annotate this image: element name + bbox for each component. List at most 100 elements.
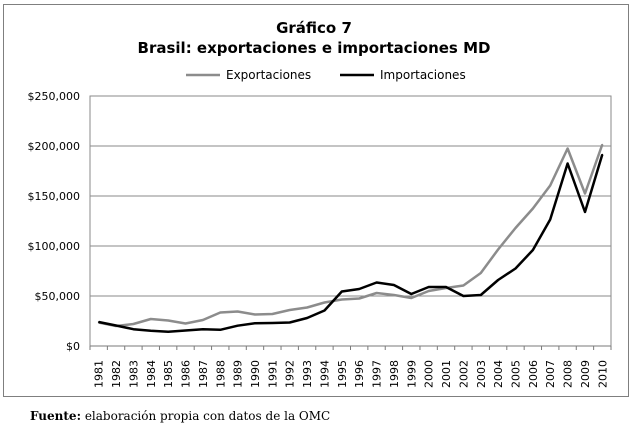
data-point: [97, 321, 100, 323]
chart-svg: Gráfico 7 Brasil: exportaciones e import…: [28, 19, 612, 388]
source-note: Fuente: elaboración propia con datos de …: [30, 409, 330, 423]
x-tick-label: 1998: [388, 360, 401, 388]
data-point: [497, 279, 499, 281]
x-tick-label: 2008: [562, 360, 575, 388]
data-point: [427, 286, 430, 288]
data-point: [219, 311, 222, 314]
data-point: [306, 317, 308, 319]
data-point: [566, 162, 569, 165]
data-point: [514, 267, 517, 270]
x-tick-label: 1996: [353, 360, 366, 388]
x-tick-label: 1986: [180, 360, 193, 388]
x-tick-label: 1985: [162, 360, 175, 388]
data-point: [254, 313, 256, 316]
x-tick-label: 2007: [544, 360, 557, 388]
data-point: [358, 288, 360, 290]
data-point: [149, 318, 152, 320]
data-point: [341, 298, 343, 301]
data-point: [202, 328, 204, 331]
x-tick-label: 1983: [127, 360, 140, 388]
x-tick-label: 2009: [579, 360, 592, 388]
data-point: [358, 297, 360, 300]
x-tick-label: 2001: [440, 360, 453, 388]
data-point: [115, 324, 117, 327]
data-point: [549, 184, 552, 187]
data-point: [202, 319, 204, 321]
x-tick-label: 1997: [371, 360, 384, 388]
legend-label: Exportaciones: [226, 68, 311, 82]
data-point: [584, 192, 586, 195]
y-tick-label: $0: [66, 340, 80, 353]
data-point: [167, 319, 169, 322]
data-point: [132, 328, 135, 331]
data-point: [427, 290, 430, 292]
x-tick-label: 1991: [266, 360, 279, 388]
x-tick-label: 2005: [509, 360, 522, 388]
data-point: [601, 153, 604, 156]
y-tick-label: $50,000: [35, 290, 81, 303]
data-point: [254, 322, 256, 325]
data-point: [271, 322, 274, 324]
x-tick-label: 1995: [336, 360, 349, 388]
x-tick-label: 1989: [232, 360, 245, 388]
x-tick-label: 1993: [301, 360, 314, 388]
data-point: [462, 284, 465, 287]
x-tick-label: 1992: [284, 360, 297, 388]
data-point: [497, 248, 499, 251]
data-point: [410, 297, 413, 299]
chart-frame: Gráfico 7 Brasil: exportaciones e import…: [3, 4, 629, 397]
x-tick-label: 2003: [475, 360, 488, 388]
x-tick-label: 1987: [197, 360, 210, 388]
data-point: [132, 323, 135, 325]
data-point: [236, 324, 239, 327]
chart-title: Gráfico 7: [276, 19, 352, 37]
data-point: [323, 301, 326, 304]
data-point: [601, 143, 604, 146]
data-point: [341, 290, 343, 293]
series-line-importaciones: [98, 154, 604, 334]
data-point: [549, 218, 552, 221]
data-point: [462, 295, 465, 297]
data-point: [584, 211, 586, 213]
data-point: [375, 281, 378, 284]
chart-subtitle: Brasil: exportaciones e importaciones MD: [138, 39, 491, 57]
data-point: [479, 272, 482, 274]
x-tick-label: 2004: [492, 360, 505, 388]
y-tick-label: $100,000: [28, 240, 81, 253]
legend: Exportaciones Importaciones: [186, 68, 466, 82]
x-tick-label: 1994: [318, 360, 331, 388]
data-point: [566, 147, 569, 150]
data-point: [288, 309, 291, 311]
data-point: [532, 249, 534, 251]
data-point: [184, 329, 187, 332]
plot-area: $0 $50,000 $100,000 $150,000 $200,000 $250,00…: [28, 90, 612, 388]
data-point: [271, 313, 274, 315]
x-tick-label: 2000: [423, 360, 436, 388]
data-point: [445, 286, 447, 288]
x-tick-label: 1990: [249, 360, 262, 388]
x-tick-label: 2006: [527, 360, 540, 388]
x-tick-label: 2010: [596, 360, 609, 388]
y-tick-label: $150,000: [28, 190, 81, 203]
data-point: [479, 294, 482, 296]
plot-border: [89, 95, 612, 347]
data-point: [393, 284, 395, 286]
data-point: [323, 309, 326, 312]
data-point: [184, 322, 187, 325]
y-tick-label: $200,000: [28, 140, 81, 153]
data-point: [375, 292, 378, 294]
data-point: [410, 293, 413, 295]
x-tick-label: 1984: [145, 360, 158, 388]
legend-label: Importaciones: [380, 68, 466, 82]
x-tick-label: 1982: [110, 360, 123, 388]
data-point: [393, 294, 395, 296]
source-label: Fuente:: [30, 409, 81, 423]
data-point: [167, 331, 169, 333]
source-text: elaboración propia con datos de la OMC: [81, 409, 331, 423]
data-point: [514, 227, 517, 229]
data-point: [306, 306, 308, 309]
y-tick-label: $250,000: [28, 90, 81, 103]
data-point: [149, 330, 152, 332]
data-point: [236, 310, 239, 313]
x-tick-label: 1981: [93, 360, 106, 388]
